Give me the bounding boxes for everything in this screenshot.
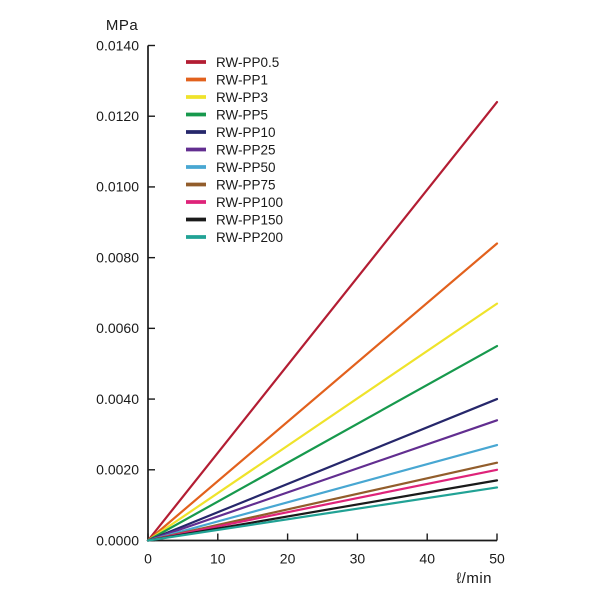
legend-label: RW-PP1 [216, 72, 268, 87]
legend-label: RW-PP200 [216, 230, 283, 245]
x-axis-unit-label: ℓ/min [456, 570, 492, 587]
series-line-RW-PP50 [146, 443, 499, 542]
legend-item: RW-PP50 [186, 160, 276, 175]
legend-item: RW-PP100 [186, 195, 283, 210]
y-tick-label: 0.0000 [96, 532, 139, 548]
y-tick-label: 0.0080 [96, 249, 139, 265]
y-tick-label: 0.0020 [96, 462, 139, 478]
legend-label: RW-PP25 [216, 142, 276, 157]
y-tick-label: 0.0060 [96, 320, 139, 336]
legend-item: RW-PP10 [186, 125, 276, 140]
legend-label: RW-PP75 [216, 177, 276, 192]
legend-item: RW-PP5 [186, 107, 268, 122]
legend-item: RW-PP1 [186, 72, 268, 87]
x-tick-label: 50 [489, 551, 505, 567]
series-line-RW-PP10 [146, 397, 499, 542]
x-tick-label: 10 [210, 551, 226, 567]
x-tick-label: 20 [280, 551, 296, 567]
legend-label: RW-PP100 [216, 195, 283, 210]
series-line-RW-PP200 [146, 486, 499, 542]
y-tick-label: 0.0120 [96, 108, 139, 124]
legend-item: RW-PP150 [186, 212, 283, 227]
y-tick-label: 0.0140 [96, 37, 139, 53]
series-line-RW-PP0.5 [146, 100, 499, 542]
series-line-RW-PP150 [146, 479, 499, 542]
y-tick-label: 0.0100 [96, 179, 139, 195]
legend-item: RW-PP200 [186, 230, 283, 245]
legend-item: RW-PP25 [186, 142, 276, 157]
series-line-RW-PP25 [146, 419, 499, 542]
series-line-RW-PP100 [146, 468, 499, 542]
series-line-RW-PP5 [146, 344, 499, 542]
legend-item: RW-PP3 [186, 90, 268, 105]
x-tick-label: 40 [419, 551, 435, 567]
x-tick-label: 0 [144, 551, 152, 567]
axes [147, 45, 497, 542]
legend-item: RW-PP75 [186, 177, 276, 192]
y-tick-label: 0.0040 [96, 391, 139, 407]
legend-label: RW-PP5 [216, 107, 268, 122]
legend-item: RW-PP0.5 [186, 55, 279, 70]
y-axis-unit-label: MPa [105, 17, 139, 34]
legend-label: RW-PP50 [216, 160, 276, 175]
series-line-RW-PP3 [146, 302, 499, 542]
legend-label: RW-PP3 [216, 90, 268, 105]
legend-label: RW-PP0.5 [216, 55, 279, 70]
legend-label: RW-PP150 [216, 212, 283, 227]
series-line-RW-PP75 [146, 461, 499, 542]
legend-label: RW-PP10 [216, 125, 276, 140]
x-tick-label: 30 [350, 551, 366, 567]
series-line-RW-PP1 [146, 242, 499, 542]
